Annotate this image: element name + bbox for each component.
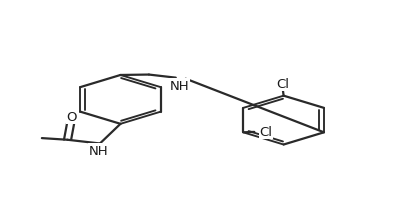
Text: NH: NH bbox=[89, 144, 109, 157]
Text: Cl: Cl bbox=[259, 126, 272, 139]
Text: NH: NH bbox=[169, 80, 189, 92]
Text: Cl: Cl bbox=[276, 78, 289, 91]
Text: O: O bbox=[67, 111, 77, 124]
